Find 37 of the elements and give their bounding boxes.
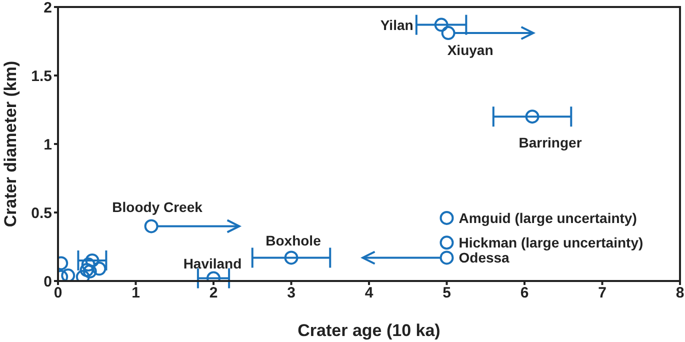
point <box>82 264 97 278</box>
y-tick-label: 0.5 <box>31 204 52 222</box>
y-tick-label: 1 <box>44 136 52 154</box>
point <box>440 210 454 225</box>
x-axis-title: Crater age (10 ka) <box>298 321 440 340</box>
x-tick-label: 3 <box>287 284 296 302</box>
annotation: Bloody Creek <box>112 199 203 216</box>
point <box>85 253 100 268</box>
y-axis-title: Crater diameter (km) <box>1 60 20 228</box>
x-tick-label: 8 <box>676 284 684 302</box>
point <box>61 268 76 281</box>
x-tick-label: 7 <box>598 284 606 302</box>
point <box>434 18 448 32</box>
point <box>284 250 298 265</box>
point <box>92 262 106 276</box>
annotation: Haviland <box>183 255 242 272</box>
annotation: Odessa <box>458 250 510 266</box>
x-tick-label: 4 <box>364 284 374 302</box>
annotation: Hickman (large uncertainty) <box>458 234 644 251</box>
y-tick-label: 2 <box>44 0 52 16</box>
point <box>441 26 456 40</box>
annotation: Xiuyan <box>447 42 494 58</box>
point <box>80 263 94 278</box>
y-tick-label: 1.5 <box>31 68 52 85</box>
annotation: Barringer <box>518 134 582 151</box>
point <box>144 219 158 234</box>
annotation: Yilan <box>380 16 414 33</box>
point <box>440 250 454 265</box>
point <box>525 110 540 124</box>
x-tick-label: 1 <box>132 284 140 302</box>
annotation: Amguid (large uncertainty) <box>458 210 637 226</box>
point <box>440 236 454 250</box>
x-tick-label: 6 <box>520 284 529 302</box>
annotation: Boxhole <box>266 232 322 249</box>
x-tick-label: 2 <box>209 284 218 302</box>
x-tick-label: 5 <box>442 284 451 302</box>
y-tick-label: 0 <box>44 273 52 290</box>
